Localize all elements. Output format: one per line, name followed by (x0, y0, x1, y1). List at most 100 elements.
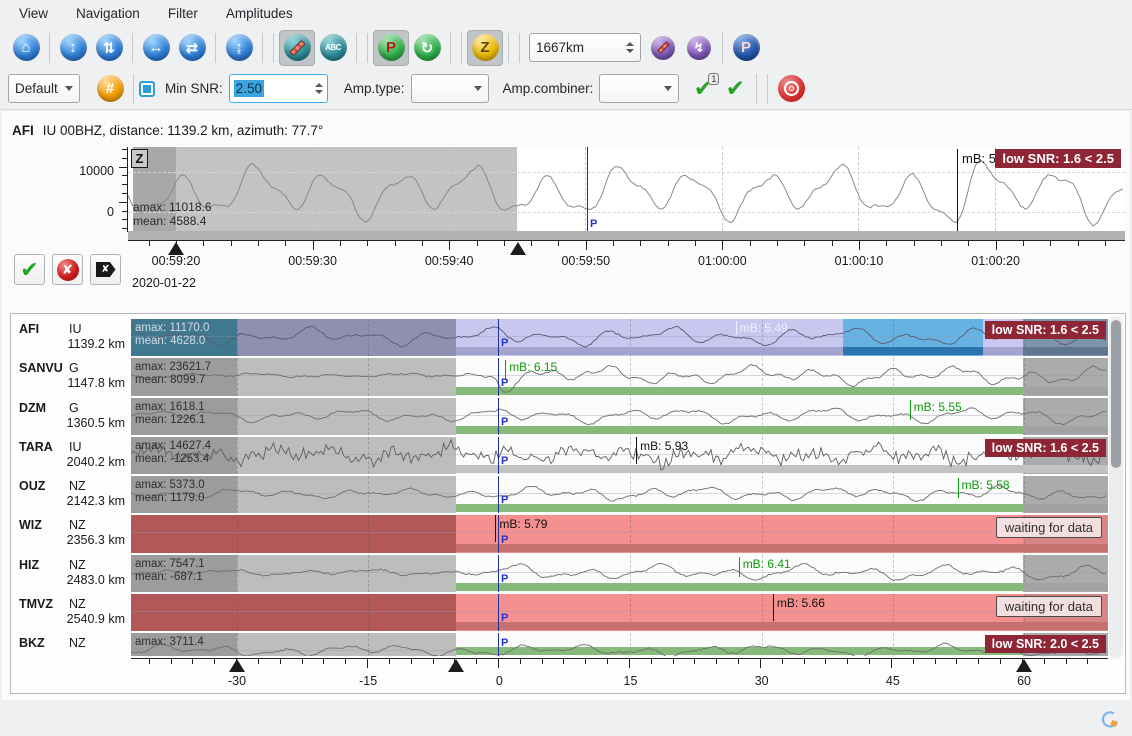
normalize-amplitudes-button[interactable]: ⇅ (91, 30, 127, 66)
recenter-button[interactable] (773, 71, 809, 107)
zero-line (131, 453, 1108, 455)
region (455, 647, 1023, 655)
p-pick-marker[interactable] (497, 593, 499, 632)
mb-marker[interactable] (772, 593, 774, 621)
gridline (722, 147, 723, 231)
time-window-marker[interactable] (1016, 659, 1032, 672)
zoom-in-time-button[interactable]: ⇄ (174, 30, 210, 66)
station-entry[interactable]: DZM G 1360.5 km (11, 398, 131, 436)
station-entry[interactable]: OUZ NZ 2142.3 km (11, 476, 131, 514)
amplitude-marker[interactable] (957, 149, 958, 231)
time-window-marker[interactable] (229, 659, 245, 672)
component-z-button[interactable]: Z (467, 29, 503, 66)
filter-toggle-button[interactable] (279, 29, 315, 66)
region (237, 476, 456, 514)
distance-range-combo[interactable]: 1667km (529, 33, 641, 62)
axis-tick (912, 659, 914, 664)
mb-marker[interactable] (636, 436, 638, 464)
p-pick-marker[interactable] (497, 476, 499, 514)
channel-count-button[interactable]: # (92, 71, 128, 107)
p-pick-marker[interactable] (497, 633, 499, 656)
recompute-button[interactable]: ↻ (409, 30, 445, 66)
mb-marker[interactable] (735, 321, 737, 335)
menu-filter[interactable]: Filter (167, 6, 198, 21)
p-pick-marker[interactable] (497, 319, 499, 357)
zoom-trace-plot[interactable]: Z amax: 11018.6 mean: 4588.4 P mB: 5.49 … (128, 147, 1125, 231)
region (131, 358, 237, 396)
station-entry[interactable]: BKZ NZ (11, 633, 131, 671)
accept-amplitude-button[interactable]: ✔ (14, 254, 45, 285)
p-pick-marker[interactable] (587, 147, 588, 231)
reject-amplitude-button[interactable]: ✘ (52, 254, 83, 285)
measure-tool-button[interactable] (645, 30, 681, 66)
station-entry[interactable]: WIZ NZ 2356.3 km (11, 515, 131, 553)
station-entry[interactable]: AFI IU 1139.2 km (11, 319, 131, 357)
p-pick-marker[interactable] (497, 436, 499, 475)
station-entry[interactable]: HIZ NZ 2483.0 km (11, 555, 131, 593)
axis-tick (825, 659, 827, 664)
show-picks-button[interactable]: P (373, 29, 409, 66)
repick-tool-button[interactable]: ↯ (681, 30, 717, 66)
mb-marker[interactable] (738, 556, 740, 577)
time-window-marker[interactable] (510, 242, 526, 255)
menu-view[interactable]: View (19, 6, 49, 21)
spin-arrows-icon[interactable] (626, 42, 634, 53)
apply-all-button[interactable]: ✔ (719, 75, 751, 102)
mb-marker[interactable] (505, 360, 507, 381)
axis-tick (421, 241, 423, 246)
p-pick-marker[interactable] (497, 554, 499, 592)
home-button[interactable]: ⌂ (8, 30, 44, 66)
amp-type-combo[interactable] (410, 74, 489, 103)
station-entry[interactable]: TARA IU 2040.2 km (11, 437, 131, 475)
axis-tick (694, 659, 696, 664)
zoom-trace-title: AFI IU 00BHZ, distance: 1139.2 km, azimut… (12, 123, 323, 138)
spin-arrows-icon[interactable] (314, 83, 323, 94)
y-tick-0: 0 (107, 205, 114, 219)
show-labels-button[interactable]: ABC (315, 30, 351, 66)
station-entry[interactable]: TMVZ NZ 2540.9 km (11, 594, 131, 632)
region (131, 515, 456, 553)
axis-tick (323, 659, 325, 664)
amax-value: amax: 3711.4 (135, 636, 204, 648)
expand-vertical-icon: ↕ (69, 39, 77, 56)
min-snr-checkbox[interactable] (139, 80, 155, 97)
skip-station-button[interactable]: ✘ (90, 254, 121, 285)
vertical-scrollbar[interactable] (1109, 316, 1123, 659)
apply-one-button[interactable]: ✔ 1 (687, 73, 720, 102)
axis-tick (230, 241, 232, 246)
p-pick-marker[interactable] (497, 515, 499, 553)
filter-profile-combo[interactable]: Default (8, 74, 80, 103)
time-window-marker[interactable] (448, 659, 464, 672)
picker-button[interactable]: P (728, 30, 764, 66)
expand-amplitudes-button[interactable]: ↕ (55, 30, 91, 66)
menu-amplitudes[interactable]: Amplitudes (225, 6, 293, 21)
menu-navigation[interactable]: Navigation (76, 6, 140, 21)
axis-tick (367, 659, 369, 668)
axis-tick (394, 241, 396, 246)
station-distance: 2540.9 km (66, 611, 125, 626)
scrollbar-handle[interactable] (1111, 320, 1121, 468)
mb-marker[interactable] (495, 515, 497, 543)
zoom-out-time-button[interactable]: ↔ (138, 30, 174, 66)
picker-p-icon: P (740, 39, 751, 56)
fit-amplitudes-button[interactable]: ↨ (221, 30, 257, 66)
p-pick-marker[interactable] (497, 358, 499, 396)
station-entry[interactable]: SANVU G 1147.8 km (11, 358, 131, 396)
p-pick-marker[interactable] (497, 397, 499, 435)
amp-combiner-combo[interactable] (599, 74, 680, 103)
mb-marker[interactable] (957, 478, 959, 498)
time-window-marker[interactable] (168, 242, 184, 255)
y-tick (122, 184, 127, 186)
min-snr-spinbox[interactable]: 2.50 (228, 74, 328, 103)
mb-marker[interactable] (909, 399, 911, 420)
